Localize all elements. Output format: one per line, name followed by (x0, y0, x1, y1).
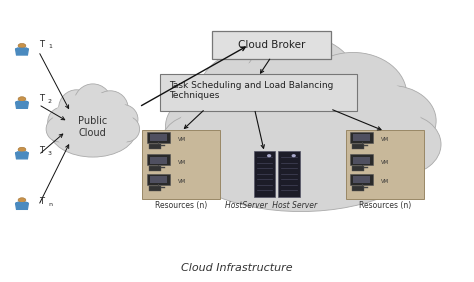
Ellipse shape (18, 198, 26, 202)
Ellipse shape (49, 103, 137, 157)
Ellipse shape (222, 135, 314, 196)
Text: 2: 2 (48, 99, 52, 104)
FancyBboxPatch shape (353, 134, 370, 141)
Ellipse shape (268, 155, 271, 157)
FancyBboxPatch shape (353, 176, 370, 183)
Ellipse shape (198, 50, 306, 140)
Ellipse shape (74, 84, 112, 123)
FancyBboxPatch shape (352, 166, 365, 171)
FancyBboxPatch shape (147, 155, 170, 166)
Polygon shape (16, 49, 28, 55)
Ellipse shape (165, 91, 257, 162)
Ellipse shape (244, 36, 358, 130)
FancyBboxPatch shape (160, 74, 356, 111)
Polygon shape (16, 153, 28, 159)
FancyBboxPatch shape (149, 186, 161, 191)
Text: T: T (39, 197, 45, 206)
Ellipse shape (179, 56, 423, 209)
FancyBboxPatch shape (143, 130, 220, 199)
Text: T: T (39, 40, 45, 49)
Text: T: T (39, 94, 45, 103)
Text: VM: VM (178, 137, 186, 142)
FancyBboxPatch shape (353, 157, 370, 164)
Text: 1: 1 (48, 45, 52, 50)
Text: Resources (n): Resources (n) (358, 201, 411, 210)
FancyBboxPatch shape (352, 144, 365, 149)
Ellipse shape (299, 52, 407, 137)
Ellipse shape (67, 125, 97, 151)
Ellipse shape (363, 114, 441, 175)
FancyBboxPatch shape (278, 151, 300, 197)
Ellipse shape (48, 107, 78, 136)
FancyBboxPatch shape (149, 144, 161, 149)
Ellipse shape (18, 43, 26, 48)
Text: Task Scheduling and Load Balancing
Techniques: Task Scheduling and Load Balancing Techn… (169, 81, 334, 100)
FancyBboxPatch shape (350, 174, 373, 185)
Text: 3: 3 (48, 151, 52, 156)
Text: VM: VM (381, 137, 389, 142)
Text: n: n (48, 202, 52, 207)
Text: VM: VM (381, 179, 389, 184)
Text: HostServer  Host Server: HostServer Host Server (225, 201, 317, 210)
FancyBboxPatch shape (150, 157, 167, 164)
Ellipse shape (92, 91, 128, 126)
Polygon shape (16, 101, 28, 102)
Ellipse shape (345, 85, 436, 156)
FancyBboxPatch shape (150, 176, 167, 183)
FancyBboxPatch shape (212, 31, 330, 59)
FancyBboxPatch shape (149, 166, 161, 171)
Text: Cloud Infrastructure: Cloud Infrastructure (181, 263, 293, 273)
FancyBboxPatch shape (350, 132, 373, 143)
Polygon shape (16, 48, 28, 49)
Ellipse shape (18, 147, 26, 152)
FancyBboxPatch shape (147, 132, 170, 143)
FancyBboxPatch shape (350, 155, 373, 166)
Polygon shape (16, 102, 28, 108)
Text: VM: VM (178, 160, 186, 164)
Text: T: T (39, 146, 45, 155)
Text: Public
Cloud: Public Cloud (78, 116, 108, 138)
Ellipse shape (292, 155, 295, 157)
Ellipse shape (113, 116, 140, 142)
Polygon shape (16, 202, 28, 203)
FancyBboxPatch shape (352, 186, 365, 191)
Ellipse shape (52, 92, 134, 156)
FancyBboxPatch shape (147, 174, 170, 185)
Ellipse shape (170, 82, 431, 212)
Text: VM: VM (381, 160, 389, 164)
Text: Cloud Broker: Cloud Broker (237, 40, 305, 50)
Polygon shape (16, 152, 28, 153)
Ellipse shape (59, 90, 94, 127)
Text: VM: VM (178, 179, 186, 184)
Ellipse shape (46, 116, 72, 142)
FancyBboxPatch shape (254, 151, 275, 197)
Polygon shape (16, 203, 28, 209)
Ellipse shape (18, 97, 26, 101)
Text: Resources (n): Resources (n) (155, 201, 208, 210)
Ellipse shape (89, 125, 119, 151)
FancyBboxPatch shape (346, 130, 424, 199)
FancyBboxPatch shape (150, 134, 167, 141)
Ellipse shape (108, 105, 138, 134)
Ellipse shape (161, 114, 239, 175)
Ellipse shape (288, 135, 379, 196)
